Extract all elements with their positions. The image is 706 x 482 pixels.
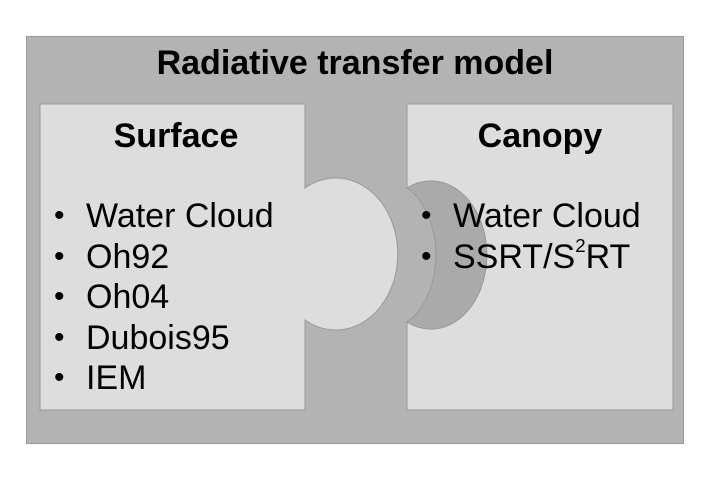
surface-list: • Water Cloud • Oh92 • Oh04 • Dubois95 • IEM xyxy=(40,196,274,399)
diagram-title: Radiative transfer model xyxy=(156,44,554,82)
bullet-icon: • xyxy=(54,239,65,273)
surface-item: • Dubois95 xyxy=(54,318,230,357)
canopy-title: Canopy xyxy=(477,117,603,155)
bullet-icon: • xyxy=(54,199,65,232)
bullet-icon: • xyxy=(421,239,432,273)
surface-item: • IEM xyxy=(54,359,147,397)
bullet-icon: • xyxy=(54,320,65,354)
bullet-icon: • xyxy=(54,361,65,394)
canopy-item: • Water Cloud xyxy=(421,197,641,235)
surface-title: Surface xyxy=(113,117,239,155)
surface-box xyxy=(39,103,399,411)
surface-item: • Oh04 xyxy=(54,278,170,316)
bullet-icon: • xyxy=(421,199,432,232)
canopy-item: • SSRT/S2RT xyxy=(421,234,631,276)
surface-item: • Oh92 xyxy=(54,237,170,276)
surface-item: • Water Cloud xyxy=(54,197,274,235)
bullet-icon: • xyxy=(54,280,65,313)
canopy-list: • Water Cloud • SSRT/S2RT xyxy=(407,196,641,277)
canopy-socket xyxy=(406,180,488,330)
